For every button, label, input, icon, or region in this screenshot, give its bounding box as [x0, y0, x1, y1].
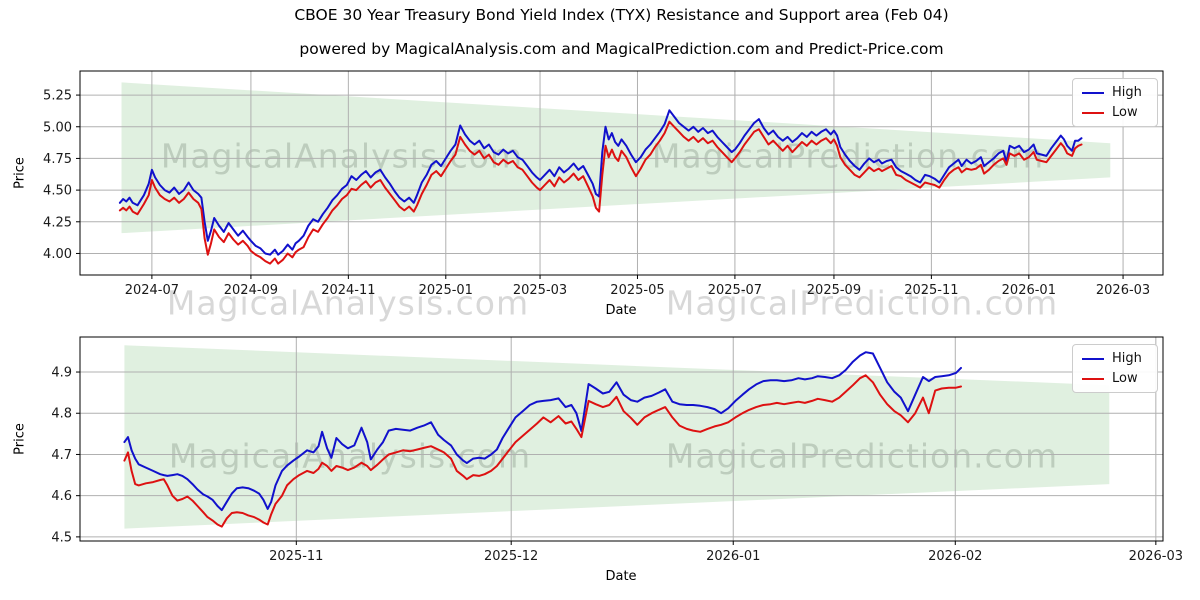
bottom-y-axis-label: Price: [12, 423, 28, 455]
watermark-prediction-top: MagicalPrediction.com: [652, 137, 1044, 176]
axes-spines: [79, 70, 1164, 276]
y-tick-label: 4.75: [43, 152, 72, 167]
high-line-swatch: [1082, 91, 1104, 94]
low-line-swatch: [1082, 111, 1104, 114]
chart-subtitle: powered by MagicalAnalysis.com and Magic…: [299, 40, 944, 58]
x-tick-label: 2025-01: [419, 283, 473, 298]
x-tick-label: 2025-11: [269, 549, 323, 564]
legend-row-low: Low: [1082, 372, 1148, 385]
high-line-swatch: [1082, 357, 1104, 360]
legend-row-high: High: [1082, 86, 1148, 99]
y-tick-label: 5.00: [43, 120, 72, 135]
low-line: [118, 120, 1083, 265]
y-tick-label: 4.50: [43, 184, 72, 199]
watermark-prediction-middle: MagicalPrediction.com: [665, 283, 1059, 323]
x-tick-label: 2026-03: [1096, 283, 1150, 298]
tyx-long-term-chart: 4.00 4.25 4.50 4.75 5.00 5.25 2024-07 2024-09 20…: [43, 70, 1164, 298]
chart-title: CBOE 30 Year Treasury Bond Yield Index (…: [294, 6, 949, 24]
x-tick-label: 2026-01: [706, 549, 760, 564]
tyx-zoom-chart: 4.5 4.6 4.7 4.8 4.9 2025-11 2025-12 2026-01 2026…: [51, 336, 1183, 564]
low-line-swatch: [1082, 377, 1104, 380]
watermark-prediction-bottom: MagicalPrediction.com: [666, 437, 1058, 476]
y-tick-label: 4.8: [51, 407, 72, 422]
legend-row-high: High: [1082, 352, 1148, 365]
resistance-support-area: [124, 345, 1110, 529]
grid: 4.00 4.25 4.50 4.75 5.00 5.25 2024-07 2024-09 20…: [43, 71, 1163, 298]
legend-high-label: High: [1112, 85, 1142, 100]
top-chart-legend: High Low: [1072, 78, 1158, 127]
x-tick-label: 2026-03: [1129, 549, 1183, 564]
y-tick-label: 4.25: [43, 215, 72, 230]
x-tick-label: 2024-11: [321, 283, 375, 298]
legend-row-low: Low: [1082, 106, 1148, 119]
x-tick-label: 2025-03: [513, 283, 567, 298]
axes-spines: [79, 336, 1164, 542]
top-y-axis-label: Price: [12, 157, 28, 189]
x-tick-label: 2025-12: [484, 549, 538, 564]
bottom-x-axis-label: Date: [605, 569, 637, 584]
top-x-axis-label: Date: [605, 303, 637, 318]
x-tick-label: 2025-05: [610, 283, 664, 298]
low-line: [123, 374, 962, 528]
bottom-chart-legend: High Low: [1072, 344, 1158, 393]
x-tick-label: 2026-01: [1002, 283, 1056, 298]
x-tick-label: 2025-11: [904, 283, 958, 298]
x-tick-label: 2024-09: [224, 283, 278, 298]
watermark-analysis-top: MagicalAnalysis.com: [161, 137, 523, 176]
x-tick-label: 2024-07: [125, 283, 179, 298]
legend-low-label: Low: [1112, 105, 1138, 120]
x-tick-label: 2025-07: [708, 283, 762, 298]
y-tick-label: 4.6: [51, 489, 72, 504]
legend-high-label: High: [1112, 351, 1142, 366]
legend-low-label: Low: [1112, 371, 1138, 386]
y-tick-label: 5.25: [43, 89, 72, 104]
x-tick-label: 2026-02: [928, 549, 982, 564]
y-tick-label: 4.9: [51, 366, 72, 381]
high-line: [118, 109, 1083, 256]
high-line: [123, 351, 962, 512]
y-tick-label: 4.5: [51, 530, 72, 545]
y-tick-label: 4.7: [51, 448, 72, 463]
y-tick-label: 4.00: [43, 247, 72, 262]
x-tick-label: 2025-09: [807, 283, 861, 298]
watermark-analysis-middle: MagicalAnalysis.com: [166, 283, 530, 323]
